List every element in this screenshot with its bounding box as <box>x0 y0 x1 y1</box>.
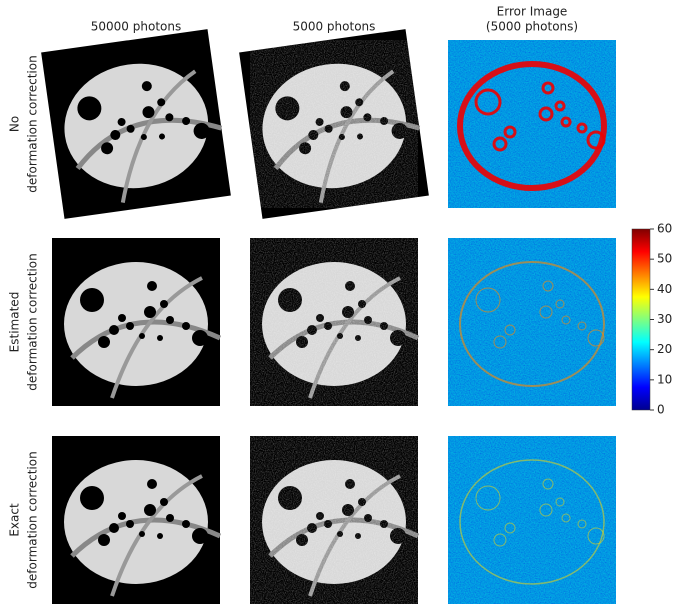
phantom <box>52 238 220 406</box>
reconstruction-image <box>52 436 220 604</box>
phantom <box>52 436 220 604</box>
row-label: No <box>8 116 22 132</box>
reconstruction-image <box>41 29 231 219</box>
column-header: 5000 photons <box>293 20 376 34</box>
colorbar-tick-label: 20 <box>657 342 672 356</box>
colorbar-tick-label: 0 <box>657 403 665 417</box>
reconstruction-image <box>250 238 418 406</box>
error-image <box>448 40 616 208</box>
figure: 50000 photons 5000 photons Error Image(500… <box>0 0 691 605</box>
reconstruction-image <box>52 238 220 406</box>
reconstruction-image <box>250 436 418 604</box>
column-header: (5000 photons) <box>486 20 578 34</box>
noise <box>250 436 418 604</box>
colorbar-tick-label: 50 <box>657 252 672 266</box>
phantom <box>41 29 231 219</box>
column-header: 50000 photons <box>91 20 181 34</box>
colorbar-tick-label: 10 <box>657 372 672 386</box>
error-image <box>448 436 616 604</box>
row-label: Estimated <box>8 292 22 353</box>
noise <box>250 40 418 208</box>
colorbar-tick-label: 30 <box>657 312 672 326</box>
row-label: deformation correction <box>26 55 40 192</box>
row-label: Exact <box>8 503 22 537</box>
noise <box>250 238 418 406</box>
row-label: deformation correction <box>26 451 40 588</box>
row-label: deformation correction <box>26 253 40 390</box>
noise <box>448 436 616 604</box>
error-image <box>448 238 616 406</box>
colorbar-tick-label: 40 <box>657 282 672 296</box>
noise <box>448 238 616 406</box>
reconstruction-image <box>239 29 429 219</box>
colorbar <box>632 229 650 410</box>
colorbar-tick-label: 60 <box>657 222 672 236</box>
column-header: Error Image <box>497 5 568 19</box>
